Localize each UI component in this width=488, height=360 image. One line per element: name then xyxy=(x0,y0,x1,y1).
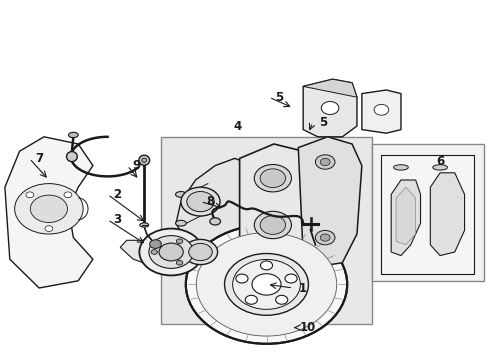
Ellipse shape xyxy=(432,165,447,170)
Text: 5: 5 xyxy=(274,91,282,104)
Circle shape xyxy=(64,192,72,198)
Ellipse shape xyxy=(68,132,78,138)
Text: 5: 5 xyxy=(318,116,326,129)
Text: 8: 8 xyxy=(206,195,214,208)
Circle shape xyxy=(139,229,203,275)
Circle shape xyxy=(183,239,217,265)
Ellipse shape xyxy=(140,223,148,227)
Ellipse shape xyxy=(393,165,407,170)
Text: 10: 10 xyxy=(299,321,316,334)
Circle shape xyxy=(285,274,297,283)
Circle shape xyxy=(159,243,183,261)
Text: 3: 3 xyxy=(113,213,121,226)
Ellipse shape xyxy=(139,155,149,165)
Polygon shape xyxy=(361,90,400,133)
Circle shape xyxy=(15,184,83,234)
Circle shape xyxy=(232,260,300,309)
Ellipse shape xyxy=(175,249,186,255)
Circle shape xyxy=(181,187,220,216)
Circle shape xyxy=(254,211,291,239)
Circle shape xyxy=(321,102,338,114)
Text: 7: 7 xyxy=(35,152,43,165)
Text: 6: 6 xyxy=(435,156,443,168)
Circle shape xyxy=(30,195,67,222)
Circle shape xyxy=(260,169,285,188)
Polygon shape xyxy=(176,158,259,245)
Circle shape xyxy=(235,274,247,283)
Circle shape xyxy=(188,243,212,261)
Circle shape xyxy=(315,230,334,245)
Polygon shape xyxy=(381,155,473,274)
Circle shape xyxy=(320,234,329,241)
Ellipse shape xyxy=(66,152,77,162)
Polygon shape xyxy=(395,187,415,245)
Text: 4: 4 xyxy=(233,120,241,132)
Polygon shape xyxy=(390,180,420,256)
Circle shape xyxy=(260,261,272,270)
Text: 1: 1 xyxy=(299,282,306,294)
Circle shape xyxy=(251,274,281,295)
Circle shape xyxy=(224,253,308,315)
Circle shape xyxy=(275,295,287,304)
Circle shape xyxy=(186,192,214,212)
Circle shape xyxy=(151,250,157,254)
Circle shape xyxy=(260,216,285,234)
Polygon shape xyxy=(120,236,183,269)
Bar xyxy=(371,144,483,281)
Bar xyxy=(161,137,371,324)
Circle shape xyxy=(373,104,388,115)
Circle shape xyxy=(196,233,336,336)
Circle shape xyxy=(315,155,334,169)
Circle shape xyxy=(26,192,34,198)
Circle shape xyxy=(176,239,183,244)
Ellipse shape xyxy=(142,158,146,162)
Circle shape xyxy=(149,240,161,248)
Text: 9: 9 xyxy=(133,159,141,172)
Polygon shape xyxy=(239,144,322,263)
Circle shape xyxy=(185,225,346,344)
Ellipse shape xyxy=(175,192,186,197)
Circle shape xyxy=(148,236,193,269)
Circle shape xyxy=(45,226,53,231)
Circle shape xyxy=(254,165,291,192)
Polygon shape xyxy=(303,79,356,137)
Ellipse shape xyxy=(209,218,220,225)
Circle shape xyxy=(320,158,329,166)
Text: 2: 2 xyxy=(113,188,121,201)
Polygon shape xyxy=(298,137,361,266)
Polygon shape xyxy=(429,173,464,256)
Circle shape xyxy=(245,295,257,304)
Circle shape xyxy=(176,260,183,265)
Polygon shape xyxy=(303,79,356,97)
Polygon shape xyxy=(5,137,93,288)
Ellipse shape xyxy=(175,220,186,226)
